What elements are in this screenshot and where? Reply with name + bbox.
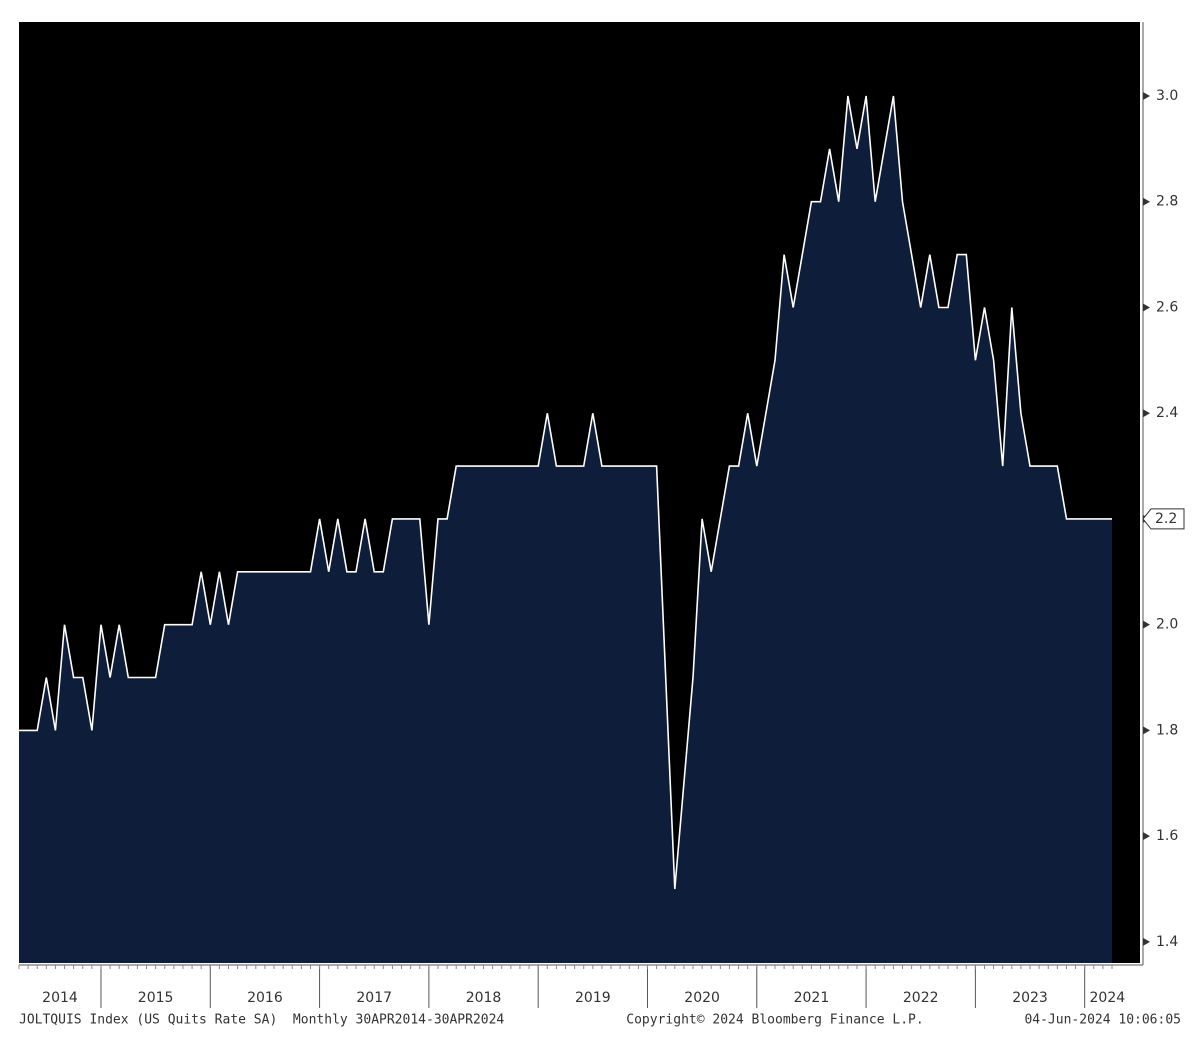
x-tick-label: 2014 [42, 990, 78, 1006]
x-tick-label: 2019 [575, 990, 611, 1006]
x-tick-label: 2024 [1090, 990, 1126, 1006]
y-tick [1143, 303, 1150, 312]
x-tick-label: 2021 [794, 990, 830, 1006]
y-tick-label: 2.8 [1156, 194, 1178, 210]
x-tick-label: 2015 [138, 990, 174, 1006]
y-tick [1143, 832, 1150, 841]
x-tick-label: 2018 [466, 990, 502, 1006]
x-tick-label: 2016 [247, 990, 283, 1006]
last-value-box [1142, 508, 1185, 530]
y-tick-label: 2.4 [1156, 405, 1178, 421]
y-tick-label: 1.6 [1156, 828, 1178, 844]
y-tick [1143, 937, 1150, 946]
x-tick-label: 2017 [356, 990, 392, 1006]
y-tick [1143, 409, 1150, 418]
y-tick-label: 2.0 [1156, 617, 1178, 633]
y-tick [1143, 726, 1150, 735]
x-tick-label: 2022 [903, 990, 939, 1006]
y-tick-label: 2.6 [1156, 299, 1178, 315]
y-tick-label: 1.4 [1156, 934, 1178, 950]
y-tick [1143, 620, 1150, 629]
footer-left: JOLTQUIS Index (US Quits Rate SA) Monthl… [19, 1013, 504, 1028]
area [19, 96, 1112, 963]
last-value-label: 2.2 [1155, 511, 1177, 527]
x-tick-label: 2020 [684, 990, 720, 1006]
line [19, 95, 1112, 890]
y-tick-label: 1.8 [1156, 722, 1178, 738]
y-tick [1143, 197, 1150, 206]
y-tick [1143, 92, 1150, 101]
footer-center: Copyright© 2024 Bloomberg Finance L.P. [626, 1013, 923, 1028]
x-tick-label: 2023 [1012, 990, 1048, 1006]
footer-right: 04-Jun-2024 10:06:05 [1024, 1013, 1181, 1028]
y-tick-label: 3.0 [1156, 88, 1178, 104]
